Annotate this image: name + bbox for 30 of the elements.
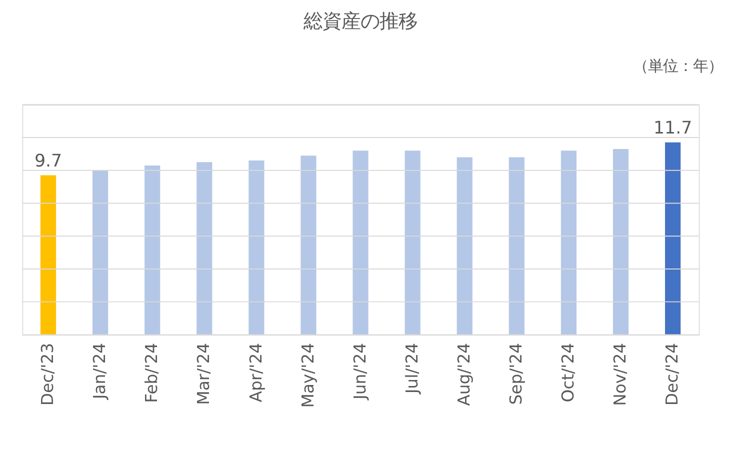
x-tick-label: Dec/'24 bbox=[662, 342, 682, 406]
bar bbox=[612, 149, 629, 335]
x-tick-label: Mar/'24 bbox=[194, 342, 214, 405]
bar bbox=[92, 170, 108, 335]
x-tick-label: Nov/'24 bbox=[610, 342, 630, 406]
x-tick-label: Feb/'24 bbox=[142, 342, 162, 403]
x-tick-label: Dec/'23 bbox=[38, 342, 58, 406]
data-label: 9.7 bbox=[34, 152, 62, 172]
x-tick-label: Jul/'24 bbox=[402, 342, 422, 395]
data-label: 11.7 bbox=[653, 118, 692, 139]
bar bbox=[456, 157, 472, 335]
bar bbox=[508, 157, 524, 335]
bar bbox=[196, 162, 212, 335]
bar bbox=[144, 165, 160, 335]
x-tick-label: Jan/'24 bbox=[90, 342, 110, 400]
bar bbox=[404, 150, 420, 335]
x-tick-label: Jun/'24 bbox=[350, 342, 370, 401]
text: （単位：年） bbox=[633, 56, 724, 75]
bar bbox=[40, 175, 56, 335]
chart-title: 総資産の推移 bbox=[302, 9, 418, 32]
x-tick-label: Apr/'24 bbox=[246, 342, 266, 402]
bar bbox=[352, 150, 368, 335]
bar bbox=[300, 156, 316, 335]
x-tick-label: Sep/'24 bbox=[506, 342, 526, 405]
bar bbox=[560, 150, 577, 335]
x-tick-label: May/'24 bbox=[298, 342, 318, 408]
bar bbox=[665, 142, 681, 335]
x-tick-label: Aug/'24 bbox=[454, 342, 474, 406]
x-tick-label: Oct/'24 bbox=[558, 342, 578, 402]
bar bbox=[248, 160, 264, 335]
